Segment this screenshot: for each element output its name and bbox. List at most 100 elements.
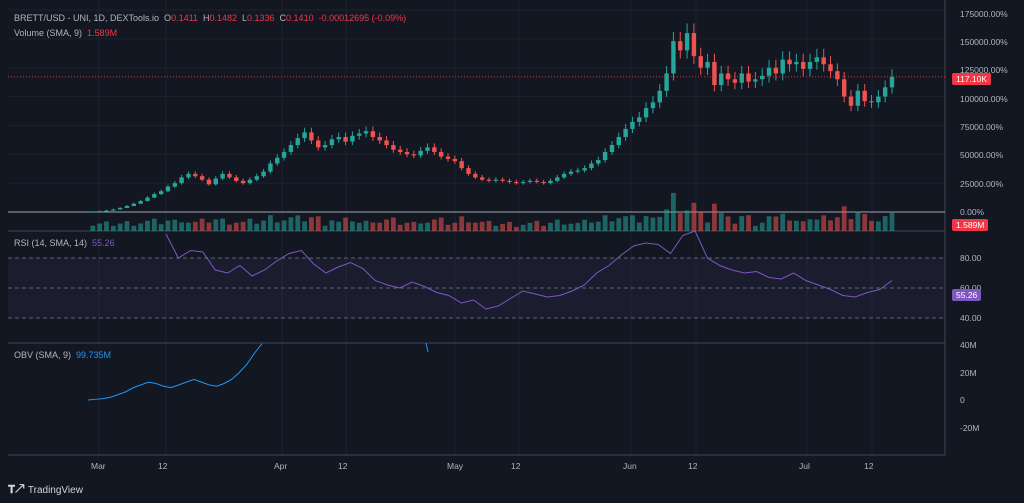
rsi-legend[interactable]: RSI (14, SMA, 14) 55.26	[14, 238, 115, 248]
price-axis-label: 150000.00%	[960, 37, 1008, 47]
candle-body	[158, 191, 164, 195]
candle-body	[404, 151, 410, 155]
volume-bar	[841, 206, 847, 231]
rsi-legend-label: RSI (14, SMA, 14)	[14, 238, 88, 248]
volume-bar	[882, 216, 888, 231]
rsi-axis-label: 40.00	[960, 313, 982, 323]
time-axis-label: Apr	[274, 461, 288, 471]
candle-body	[247, 179, 253, 184]
candle-body	[391, 145, 396, 150]
candle-body	[165, 186, 171, 192]
candle-body	[357, 133, 362, 136]
candle-body	[479, 177, 485, 180]
volume-bar	[274, 222, 280, 231]
candle-body	[739, 73, 744, 83]
candle-body	[473, 173, 478, 178]
obv-legend-value: 99.735M	[76, 350, 112, 360]
candle-body	[227, 173, 232, 178]
volume-bar	[363, 220, 369, 231]
volume-bar	[869, 220, 874, 231]
time-axis-label: 12	[158, 461, 168, 471]
obv-line	[87, 343, 263, 401]
candle-body	[343, 136, 348, 142]
low-value: 0.1336	[247, 13, 275, 23]
candle-body	[541, 181, 546, 184]
candle-body	[90, 211, 96, 213]
volume-bar	[834, 217, 840, 231]
volume-bar	[418, 223, 424, 231]
candle-body	[466, 168, 471, 174]
candle-body	[500, 179, 505, 181]
time-axis-label: 12	[511, 461, 521, 471]
volume-bar	[705, 222, 710, 231]
candle-body	[240, 180, 246, 184]
time-axis-label: May	[447, 461, 464, 471]
volume-bar	[486, 220, 492, 231]
time-axis-label: 12	[338, 461, 348, 471]
obv-axis-label: 40M	[960, 340, 977, 350]
tradingview-logo[interactable]: 𝐓↗ TradingView	[8, 484, 83, 497]
candle-body	[452, 158, 458, 162]
candle-body	[186, 173, 191, 178]
candle-body	[732, 79, 738, 83]
symbol-title[interactable]: BRETT/USD - UNI, 1D, DEXTools.io	[14, 13, 160, 23]
volume-bar	[691, 202, 697, 231]
candle-body	[302, 132, 307, 139]
candle-body	[363, 131, 369, 134]
price-axis-label: 0.00%	[960, 207, 985, 217]
candle-body	[760, 75, 765, 80]
candle-body	[281, 151, 287, 158]
volume-bar	[520, 224, 526, 231]
volume-bar	[568, 223, 574, 231]
obv-legend[interactable]: OBV (SMA, 9) 99.735M	[14, 350, 111, 360]
chart-grid	[8, 0, 945, 455]
volume-bar	[650, 217, 656, 231]
symbol-legend[interactable]: BRETT/USD - UNI, 1D, DEXTools.io O0.1411…	[14, 13, 406, 23]
candle-body	[568, 171, 574, 174]
obv-axis-label: 0	[960, 395, 965, 405]
volume-bar	[329, 220, 335, 231]
tradingview-mark-icon: 𝐓↗	[8, 484, 24, 496]
volume-bar	[179, 222, 185, 231]
volume-legend[interactable]: Volume (SMA, 9) 1.589M	[14, 28, 117, 38]
price-axis-label: 75000.00%	[960, 122, 1004, 132]
volume-bar	[309, 217, 314, 231]
candle-body	[596, 160, 601, 164]
candle-body	[555, 177, 560, 181]
obv-axis-label: 20M	[960, 368, 977, 378]
price-axis-label: 25000.00%	[960, 179, 1004, 189]
volume-bar	[356, 222, 362, 231]
candle-body	[794, 61, 799, 65]
candle-body	[773, 67, 779, 74]
price-axis-label: 50000.00%	[960, 150, 1004, 160]
volume-legend-value: 1.589M	[87, 28, 118, 38]
volume-bar	[875, 221, 881, 231]
candle-body	[705, 61, 710, 68]
candle-body	[507, 180, 512, 182]
candle-body	[671, 41, 676, 74]
candle-body	[432, 147, 437, 152]
volume-bar	[828, 220, 833, 231]
volume-bar	[445, 224, 451, 231]
brand-name: TradingView	[27, 485, 83, 496]
candle-body	[445, 156, 451, 159]
candle-body	[316, 140, 321, 148]
obv-fragment	[425, 342, 429, 353]
candle-body	[657, 90, 662, 103]
candle-body	[848, 96, 854, 106]
candle-body	[643, 108, 649, 118]
volume-bar	[151, 218, 157, 231]
volume-bar	[739, 216, 745, 231]
volume-bar	[595, 221, 601, 231]
volume-bar	[500, 223, 506, 231]
volume-bar	[513, 226, 519, 231]
volume-bar	[623, 216, 629, 231]
candle-body	[862, 90, 867, 102]
volume-bar	[862, 214, 868, 231]
volume-bar	[199, 218, 205, 231]
candle-body	[814, 57, 820, 62]
candle-body	[329, 139, 335, 146]
high-value: 0.1482	[209, 13, 237, 23]
volume-bar	[746, 215, 751, 231]
